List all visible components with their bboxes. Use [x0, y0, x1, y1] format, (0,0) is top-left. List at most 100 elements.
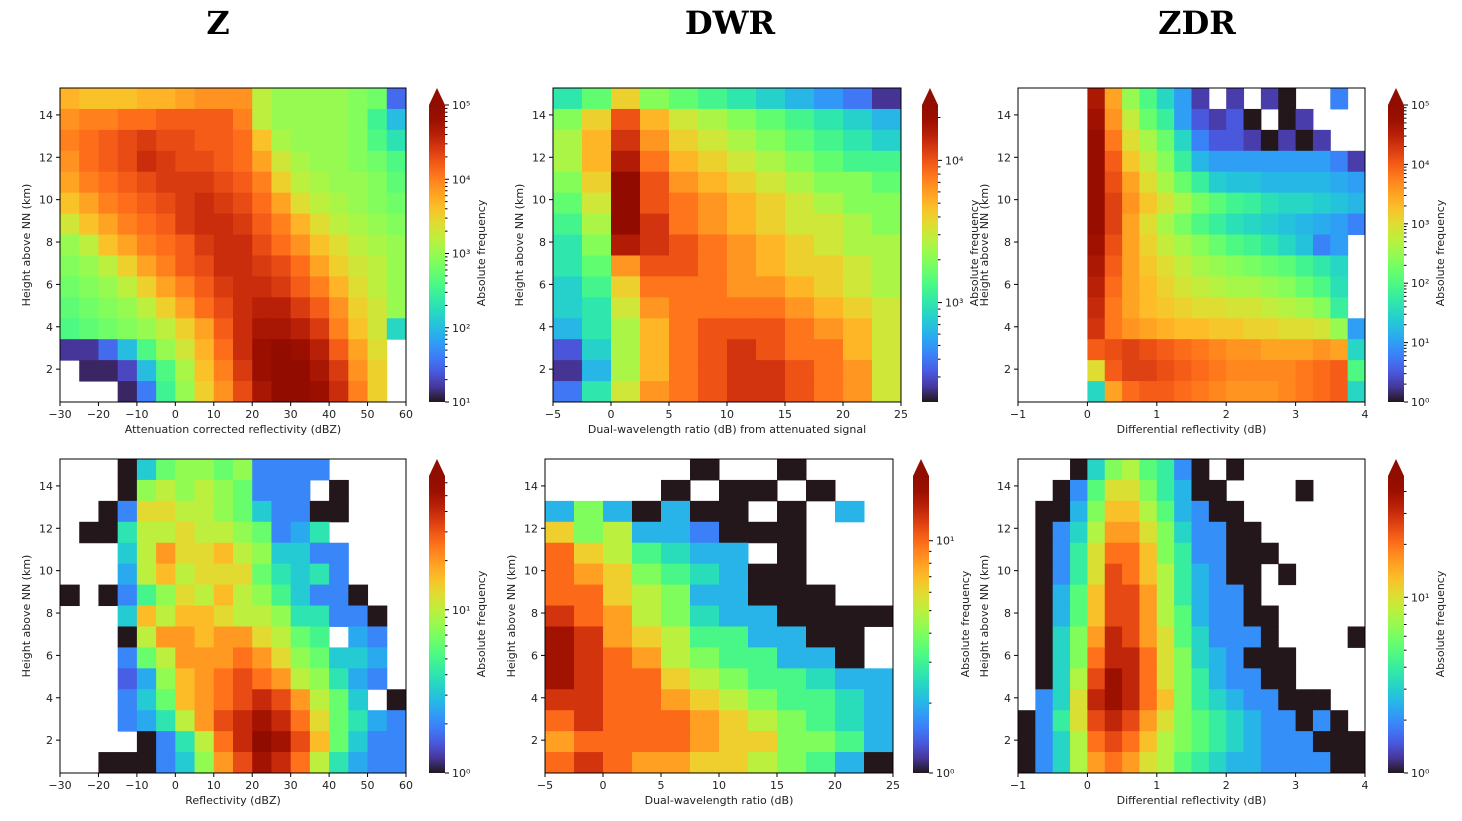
heatmap-cell [1260, 297, 1279, 319]
heatmap-cell [1174, 381, 1192, 403]
heatmap-cell [632, 752, 662, 774]
heatmap-cell [386, 255, 407, 277]
heatmap-cell [669, 108, 699, 131]
heatmap-cell [1087, 255, 1106, 277]
heatmap-cell [843, 213, 873, 236]
heatmap-cell [1226, 255, 1245, 277]
heatmap-cell [1208, 521, 1227, 544]
heatmap-cell [1191, 605, 1210, 627]
heatmap-cell [136, 192, 157, 215]
heatmap-cell [1312, 255, 1331, 277]
heatmap-cell [553, 381, 583, 403]
heatmap-cell [1139, 150, 1158, 173]
heatmap-cell [136, 234, 157, 256]
heatmap-cell [1174, 213, 1192, 236]
heatmap-cell [785, 213, 815, 236]
colorbar-gradient [1388, 105, 1404, 402]
heatmap-cell [233, 276, 253, 298]
heatmap-cell [1278, 752, 1297, 774]
heatmap-cell [367, 318, 388, 340]
heatmap-cell [117, 710, 138, 732]
heatmap-cell [1191, 731, 1210, 753]
heatmap-cell [748, 647, 778, 669]
heatmap-cell [1312, 752, 1331, 774]
heatmap-cell [698, 88, 728, 110]
heatmap-cell [348, 752, 369, 774]
heatmap-cell [843, 88, 873, 110]
heatmap-cell [175, 150, 196, 173]
heatmap-cell [1260, 234, 1279, 256]
heatmap-cell [1139, 88, 1158, 110]
y-axis-label: Height above NN (km) [978, 555, 991, 678]
heatmap-cell [175, 647, 196, 669]
plot-frame [1017, 87, 1366, 403]
heatmap-cell [1295, 213, 1314, 236]
heatmap-cell [309, 297, 330, 319]
heatmap-cell [1052, 563, 1071, 586]
x-tick-label: 4 [1362, 408, 1369, 421]
heatmap-cell [1347, 731, 1366, 753]
heatmap-cell [545, 605, 575, 627]
heatmap-cell [1156, 381, 1175, 403]
heatmap-cell [690, 500, 720, 523]
heatmap-cell [835, 500, 865, 523]
heatmap-cell [553, 129, 583, 152]
heatmap-cell [553, 360, 583, 382]
heatmap-cell [329, 479, 349, 502]
heatmap-cell [252, 129, 272, 152]
heatmap-cell [640, 192, 670, 215]
x-tick-label: 20 [245, 408, 259, 421]
heatmap-cell [136, 542, 157, 565]
heatmap-cell [194, 339, 215, 361]
heatmap-cell [136, 584, 157, 607]
y-tick-label: 12 [524, 522, 538, 535]
heatmap-cell [79, 88, 99, 110]
heatmap-cell [1260, 360, 1279, 382]
heatmap-cell [117, 213, 138, 236]
heatmap-cell [252, 752, 272, 774]
heatmap-cell [806, 668, 836, 690]
heatmap-cell [553, 213, 583, 236]
heatmap-cell [1174, 171, 1192, 194]
heatmap-cell [748, 689, 778, 711]
heatmap-cell [1312, 129, 1331, 152]
heatmap-cell [1104, 605, 1123, 627]
heatmap-cell [1087, 689, 1106, 711]
heatmap-cell [1104, 108, 1123, 131]
heatmap-cell [79, 276, 99, 298]
heatmap-cell [213, 459, 234, 481]
heatmap-cell [233, 150, 253, 173]
heatmap-cell [194, 731, 215, 753]
heatmap-cell [1156, 752, 1175, 774]
heatmap-cell [690, 752, 720, 774]
heatmap-cell [194, 129, 215, 152]
heatmap-cell [1052, 605, 1071, 627]
heatmap-cell [156, 381, 176, 403]
heatmap-cell [1191, 500, 1210, 523]
heatmap-cell [1104, 234, 1123, 256]
heatmap-cell [1278, 297, 1297, 319]
heatmap-cell [1052, 626, 1071, 648]
heatmap-cell [1104, 731, 1123, 753]
heatmap-cell [1087, 192, 1106, 215]
heatmap-cell [785, 255, 815, 277]
heatmap-cell [271, 88, 292, 110]
heatmap-cell [661, 626, 691, 648]
heatmap-cell [814, 108, 844, 131]
heatmap-cell [290, 459, 311, 481]
heatmap-cell [156, 129, 176, 152]
heatmap-cell [1139, 479, 1158, 502]
heatmap-cell [1070, 710, 1088, 732]
heatmap-cell [1330, 88, 1349, 110]
heatmap-cell [843, 255, 873, 277]
heatmap-cell [271, 192, 292, 215]
heatmap-cell [1087, 647, 1106, 669]
heatmap-cell [1243, 276, 1262, 298]
heatmap-cell [367, 339, 388, 361]
heatmap-cell [1122, 626, 1140, 648]
heatmap-cell [271, 108, 292, 131]
heatmap-cell [1070, 752, 1088, 774]
heatmap-cell [1260, 731, 1279, 753]
heatmap-cell [727, 192, 757, 215]
heatmap-cell [348, 213, 369, 236]
